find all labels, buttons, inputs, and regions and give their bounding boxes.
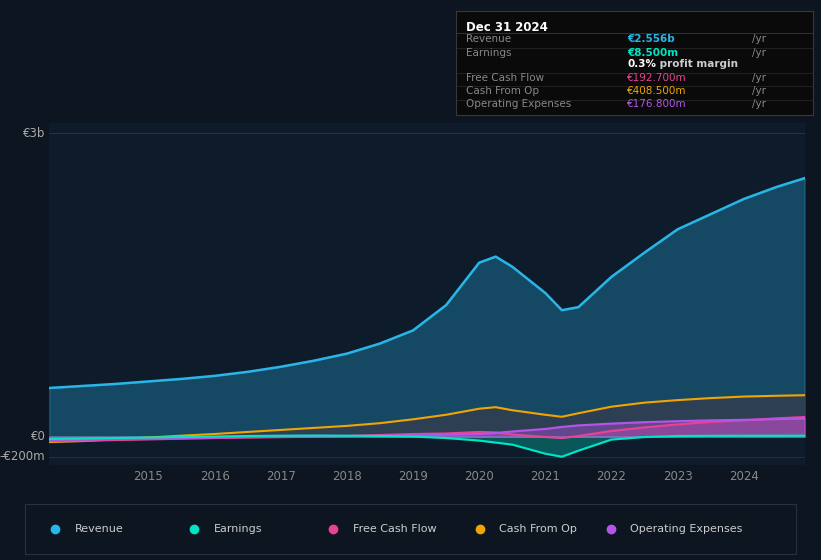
Text: €192.700m: €192.700m <box>627 72 686 82</box>
Text: €3b: €3b <box>23 127 45 140</box>
Text: €8.500m: €8.500m <box>627 48 678 58</box>
Text: -€200m: -€200m <box>0 450 45 463</box>
Text: Cash From Op: Cash From Op <box>499 524 577 534</box>
Text: Free Cash Flow: Free Cash Flow <box>466 72 544 82</box>
Text: Dec 31 2024: Dec 31 2024 <box>466 21 548 34</box>
Text: /yr: /yr <box>752 34 766 44</box>
Text: /yr: /yr <box>752 72 766 82</box>
Text: Earnings: Earnings <box>466 48 511 58</box>
Text: 0.3%: 0.3% <box>627 59 656 69</box>
Text: Operating Expenses: Operating Expenses <box>631 524 743 534</box>
Text: /yr: /yr <box>752 100 766 109</box>
Text: Cash From Op: Cash From Op <box>466 86 539 96</box>
Text: /yr: /yr <box>752 86 766 96</box>
Text: €2.556b: €2.556b <box>627 34 675 44</box>
Text: Earnings: Earnings <box>213 524 262 534</box>
Text: profit margin: profit margin <box>656 59 737 69</box>
Text: Operating Expenses: Operating Expenses <box>466 100 571 109</box>
Text: Revenue: Revenue <box>466 34 511 44</box>
Text: /yr: /yr <box>752 48 766 58</box>
Text: €176.800m: €176.800m <box>627 100 686 109</box>
Text: €408.500m: €408.500m <box>627 86 686 96</box>
Text: €0: €0 <box>30 430 45 443</box>
Text: Revenue: Revenue <box>75 524 123 534</box>
Text: Free Cash Flow: Free Cash Flow <box>353 524 436 534</box>
